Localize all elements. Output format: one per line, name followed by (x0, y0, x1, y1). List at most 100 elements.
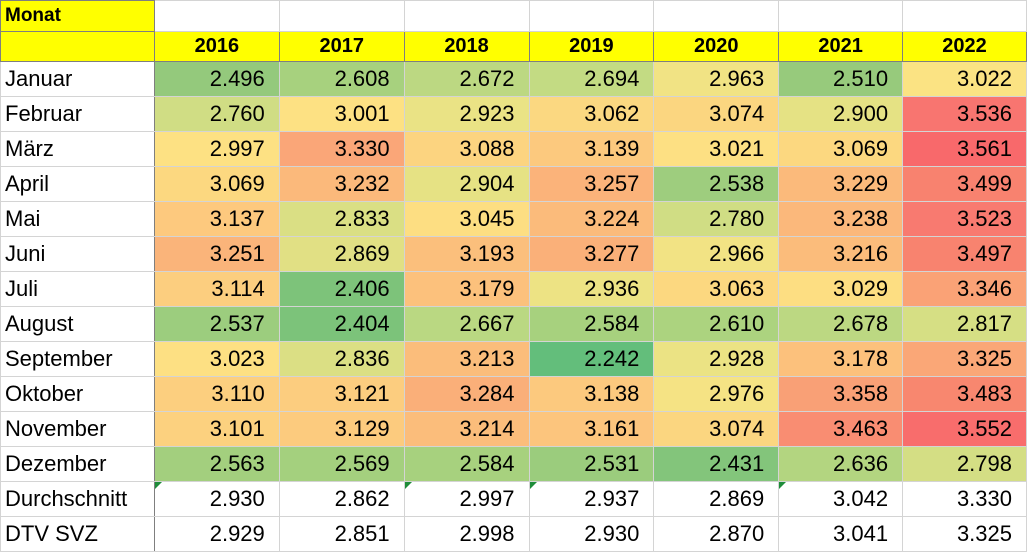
value-cell[interactable]: 3.179 (403, 271, 530, 307)
value-cell[interactable]: 2.862 (278, 481, 405, 517)
value-cell[interactable]: 3.463 (778, 411, 904, 447)
value-cell[interactable]: 2.496 (153, 61, 280, 97)
value-cell[interactable]: 2.780 (653, 201, 780, 237)
value-cell[interactable]: 3.062 (528, 96, 655, 132)
year-header[interactable]: 2016 (153, 31, 280, 62)
value-cell[interactable]: 3.224 (528, 201, 655, 237)
row-label[interactable]: Juli (0, 271, 155, 307)
value-cell[interactable]: 2.928 (653, 341, 780, 377)
value-cell[interactable]: 3.041 (778, 516, 904, 552)
value-cell[interactable]: 3.216 (778, 236, 904, 272)
value-cell[interactable]: 3.229 (778, 166, 904, 202)
empty-cell[interactable] (653, 0, 780, 32)
value-cell[interactable]: 3.121 (278, 376, 405, 412)
value-cell[interactable]: 3.346 (902, 271, 1027, 307)
value-cell[interactable]: 2.760 (153, 96, 280, 132)
value-cell[interactable]: 2.672 (403, 61, 530, 97)
value-cell[interactable]: 2.610 (653, 306, 780, 342)
value-cell[interactable]: 3.523 (902, 201, 1027, 237)
value-cell[interactable]: 3.325 (902, 516, 1027, 552)
value-cell[interactable]: 3.023 (153, 341, 280, 377)
value-cell[interactable]: 2.930 (528, 516, 655, 552)
header-blank-cell[interactable] (0, 31, 155, 62)
year-header[interactable]: 2017 (278, 31, 405, 62)
value-cell[interactable]: 2.869 (278, 236, 405, 272)
empty-cell[interactable] (902, 0, 1027, 32)
value-cell[interactable]: 2.929 (153, 516, 280, 552)
row-label[interactable]: März (0, 131, 155, 167)
value-cell[interactable]: 3.238 (778, 201, 904, 237)
value-cell[interactable]: 3.330 (278, 131, 405, 167)
value-cell[interactable]: 2.406 (278, 271, 405, 307)
value-cell[interactable]: 2.531 (528, 446, 655, 482)
value-cell[interactable]: 2.538 (653, 166, 780, 202)
year-header[interactable]: 2021 (778, 31, 904, 62)
value-cell[interactable]: 3.251 (153, 236, 280, 272)
value-cell[interactable]: 3.330 (902, 481, 1027, 517)
value-cell[interactable]: 3.021 (653, 131, 780, 167)
value-cell[interactable]: 3.138 (528, 376, 655, 412)
value-cell[interactable]: 2.997 (153, 131, 280, 167)
value-cell[interactable]: 3.110 (153, 376, 280, 412)
value-cell[interactable]: 2.608 (278, 61, 405, 97)
value-cell[interactable]: 2.694 (528, 61, 655, 97)
value-cell[interactable]: 3.284 (403, 376, 530, 412)
value-cell[interactable]: 3.045 (403, 201, 530, 237)
value-cell[interactable]: 3.277 (528, 236, 655, 272)
value-cell[interactable]: 3.499 (902, 166, 1027, 202)
row-label[interactable]: Mai (0, 201, 155, 237)
value-cell[interactable]: 3.074 (653, 96, 780, 132)
value-cell[interactable]: 2.817 (902, 306, 1027, 342)
value-cell[interactable]: 2.667 (403, 306, 530, 342)
year-header[interactable]: 2022 (902, 31, 1027, 62)
row-label[interactable]: Oktober (0, 376, 155, 412)
value-cell[interactable]: 3.139 (528, 131, 655, 167)
value-cell[interactable]: 2.563 (153, 446, 280, 482)
value-cell[interactable]: 2.636 (778, 446, 904, 482)
value-cell[interactable]: 3.088 (403, 131, 530, 167)
row-label[interactable]: Februar (0, 96, 155, 132)
empty-cell[interactable] (778, 0, 904, 32)
value-cell[interactable]: 2.923 (403, 96, 530, 132)
value-cell[interactable]: 3.232 (278, 166, 405, 202)
value-cell[interactable]: 2.936 (528, 271, 655, 307)
value-cell[interactable]: 2.836 (278, 341, 405, 377)
value-cell[interactable]: 2.510 (778, 61, 904, 97)
value-cell[interactable]: 2.678 (778, 306, 904, 342)
value-cell[interactable]: 2.584 (403, 446, 530, 482)
value-cell[interactable]: 3.497 (902, 236, 1027, 272)
value-cell[interactable]: 3.069 (153, 166, 280, 202)
empty-cell[interactable] (403, 0, 530, 32)
row-label[interactable]: Januar (0, 61, 155, 97)
value-cell[interactable]: 2.584 (528, 306, 655, 342)
value-cell[interactable]: 2.537 (153, 306, 280, 342)
value-cell[interactable]: 3.552 (902, 411, 1027, 447)
empty-cell[interactable] (278, 0, 405, 32)
row-label[interactable]: September (0, 341, 155, 377)
value-cell[interactable]: 3.069 (778, 131, 904, 167)
row-label[interactable]: Dezember (0, 446, 155, 482)
value-cell[interactable]: 3.483 (902, 376, 1027, 412)
value-cell[interactable]: 3.161 (528, 411, 655, 447)
value-cell[interactable]: 2.963 (653, 61, 780, 97)
value-cell[interactable]: 3.325 (902, 341, 1027, 377)
value-cell[interactable]: 3.213 (403, 341, 530, 377)
header-monat-cell[interactable]: Monat (0, 0, 155, 32)
row-label[interactable]: November (0, 411, 155, 447)
value-cell[interactable]: 2.900 (778, 96, 904, 132)
value-cell[interactable]: 2.431 (653, 446, 780, 482)
row-label[interactable]: August (0, 306, 155, 342)
year-header[interactable]: 2020 (653, 31, 780, 62)
value-cell[interactable]: 2.976 (653, 376, 780, 412)
year-header[interactable]: 2018 (403, 31, 530, 62)
value-cell[interactable]: 2.569 (278, 446, 405, 482)
value-cell[interactable]: 2.870 (653, 516, 780, 552)
value-cell[interactable]: 3.137 (153, 201, 280, 237)
value-cell[interactable]: 3.561 (902, 131, 1027, 167)
value-cell[interactable]: 3.101 (153, 411, 280, 447)
row-label[interactable]: Durchschnitt (0, 481, 155, 517)
value-cell[interactable]: 3.001 (278, 96, 405, 132)
value-cell[interactable]: 3.178 (778, 341, 904, 377)
value-cell[interactable]: 3.022 (902, 61, 1027, 97)
value-cell[interactable]: 2.798 (902, 446, 1027, 482)
